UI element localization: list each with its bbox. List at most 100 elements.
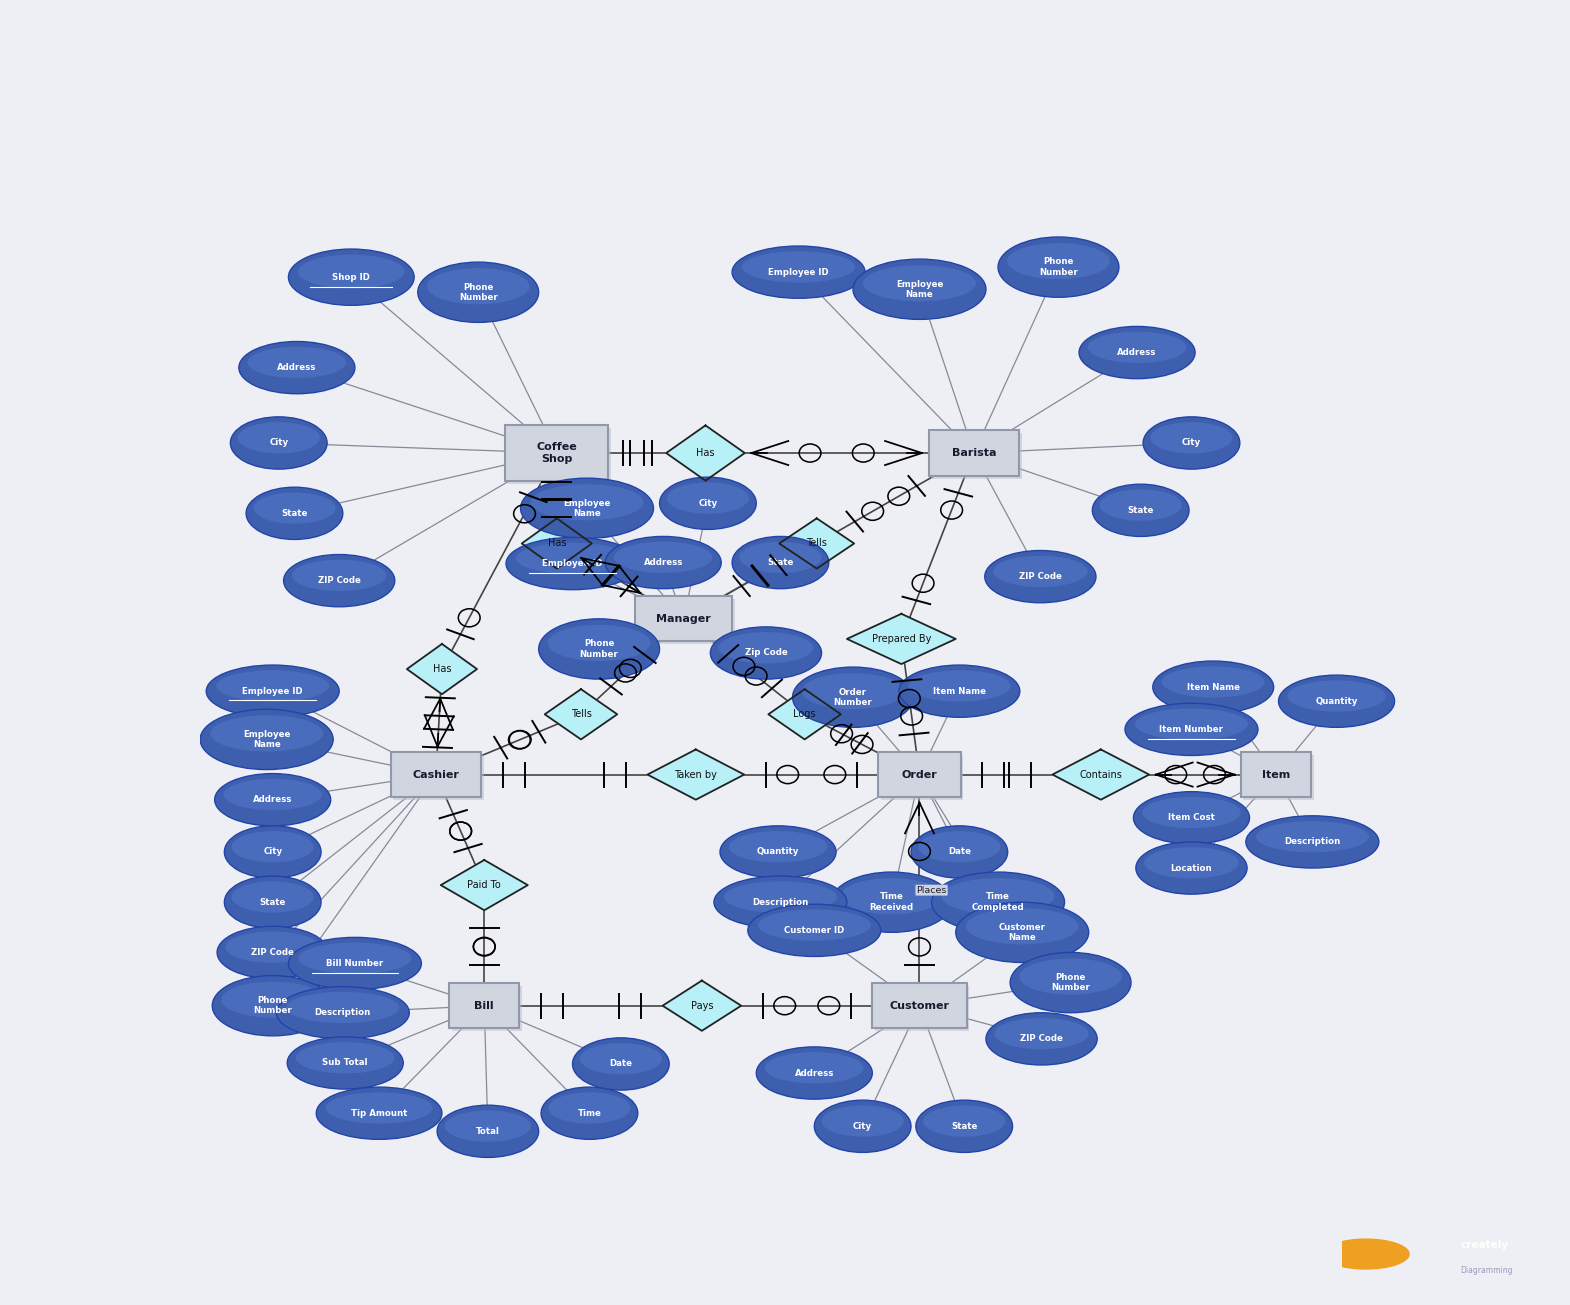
Ellipse shape	[542, 1087, 637, 1139]
Text: Address: Address	[794, 1069, 834, 1078]
Circle shape	[1322, 1240, 1408, 1268]
Ellipse shape	[316, 1087, 443, 1139]
Ellipse shape	[225, 876, 320, 928]
Text: Manager: Manager	[656, 613, 711, 624]
Text: Description: Description	[314, 1009, 371, 1017]
Text: Cashier: Cashier	[413, 770, 460, 779]
Polygon shape	[521, 518, 592, 569]
Ellipse shape	[994, 556, 1088, 587]
Ellipse shape	[1126, 703, 1258, 756]
Polygon shape	[666, 425, 744, 480]
Text: Customer ID: Customer ID	[783, 925, 845, 934]
Ellipse shape	[840, 878, 944, 915]
Text: Total: Total	[476, 1126, 499, 1135]
Ellipse shape	[821, 1105, 904, 1137]
Ellipse shape	[864, 265, 977, 301]
Ellipse shape	[1145, 847, 1239, 878]
Ellipse shape	[295, 1043, 394, 1074]
Ellipse shape	[206, 666, 339, 718]
Ellipse shape	[1006, 243, 1110, 279]
Ellipse shape	[765, 1052, 864, 1083]
Ellipse shape	[728, 831, 827, 863]
Text: Shop ID: Shop ID	[333, 273, 371, 282]
Ellipse shape	[758, 910, 871, 941]
Ellipse shape	[1134, 792, 1250, 844]
Ellipse shape	[1162, 667, 1264, 698]
Ellipse shape	[719, 632, 813, 663]
Ellipse shape	[966, 908, 1079, 945]
Text: ZIP Code: ZIP Code	[317, 576, 361, 585]
Text: Places: Places	[917, 886, 947, 895]
Ellipse shape	[614, 542, 713, 573]
Ellipse shape	[573, 1037, 669, 1090]
Ellipse shape	[739, 542, 821, 573]
Ellipse shape	[548, 625, 650, 662]
Ellipse shape	[1010, 953, 1130, 1013]
Text: Taken by: Taken by	[675, 770, 717, 779]
Ellipse shape	[289, 249, 414, 305]
Text: Has: Has	[548, 539, 567, 548]
Text: Sub Total: Sub Total	[322, 1058, 367, 1067]
Ellipse shape	[531, 484, 644, 521]
Ellipse shape	[732, 247, 865, 299]
Polygon shape	[407, 643, 477, 694]
Text: Phone
Number: Phone Number	[458, 283, 498, 301]
Ellipse shape	[757, 1047, 873, 1099]
FancyBboxPatch shape	[931, 433, 1022, 479]
Text: Employee ID: Employee ID	[768, 268, 829, 277]
Ellipse shape	[298, 942, 411, 974]
Ellipse shape	[548, 1092, 631, 1124]
Ellipse shape	[298, 254, 405, 288]
Ellipse shape	[714, 876, 846, 928]
Text: Employee ID: Employee ID	[242, 686, 303, 696]
Ellipse shape	[1019, 958, 1123, 994]
FancyBboxPatch shape	[391, 752, 482, 797]
Ellipse shape	[276, 987, 410, 1039]
Text: Zip Code: Zip Code	[744, 649, 787, 658]
Ellipse shape	[710, 626, 821, 679]
FancyBboxPatch shape	[449, 983, 520, 1028]
Text: City: City	[264, 847, 283, 856]
Ellipse shape	[286, 992, 399, 1023]
Text: Contains: Contains	[1079, 770, 1123, 779]
Ellipse shape	[232, 881, 314, 912]
Polygon shape	[779, 518, 854, 569]
Text: City: City	[853, 1122, 873, 1130]
Ellipse shape	[667, 483, 749, 514]
Ellipse shape	[802, 673, 904, 709]
Ellipse shape	[1152, 662, 1273, 714]
Ellipse shape	[721, 826, 837, 878]
Text: Phone
Number: Phone Number	[579, 639, 619, 659]
Text: Item Cost: Item Cost	[1168, 813, 1215, 822]
Text: Coffee
Shop: Coffee Shop	[537, 442, 578, 463]
Ellipse shape	[287, 1037, 403, 1090]
Text: Item Name: Item Name	[933, 686, 986, 696]
Ellipse shape	[1287, 680, 1386, 711]
Ellipse shape	[724, 881, 837, 912]
Text: Employee
Name: Employee Name	[243, 729, 290, 749]
Ellipse shape	[212, 976, 333, 1036]
Ellipse shape	[225, 826, 320, 878]
Ellipse shape	[956, 902, 1088, 963]
Text: Item Name: Item Name	[1187, 683, 1240, 692]
Ellipse shape	[223, 779, 322, 810]
Ellipse shape	[1151, 422, 1232, 453]
Text: ZIP Code: ZIP Code	[1020, 1035, 1063, 1044]
Polygon shape	[441, 860, 528, 911]
FancyBboxPatch shape	[1240, 752, 1311, 797]
Text: City: City	[268, 438, 289, 448]
Ellipse shape	[248, 347, 347, 378]
FancyBboxPatch shape	[636, 596, 732, 642]
Ellipse shape	[253, 492, 336, 523]
Ellipse shape	[289, 937, 421, 989]
FancyBboxPatch shape	[873, 983, 967, 1028]
Ellipse shape	[743, 252, 856, 283]
Text: Customer: Customer	[890, 1001, 950, 1010]
FancyBboxPatch shape	[506, 425, 608, 480]
FancyBboxPatch shape	[507, 428, 611, 484]
Ellipse shape	[747, 904, 881, 957]
Polygon shape	[545, 689, 617, 740]
Text: State: State	[768, 559, 793, 568]
Text: Tip Amount: Tip Amount	[352, 1109, 407, 1117]
Ellipse shape	[246, 487, 342, 539]
